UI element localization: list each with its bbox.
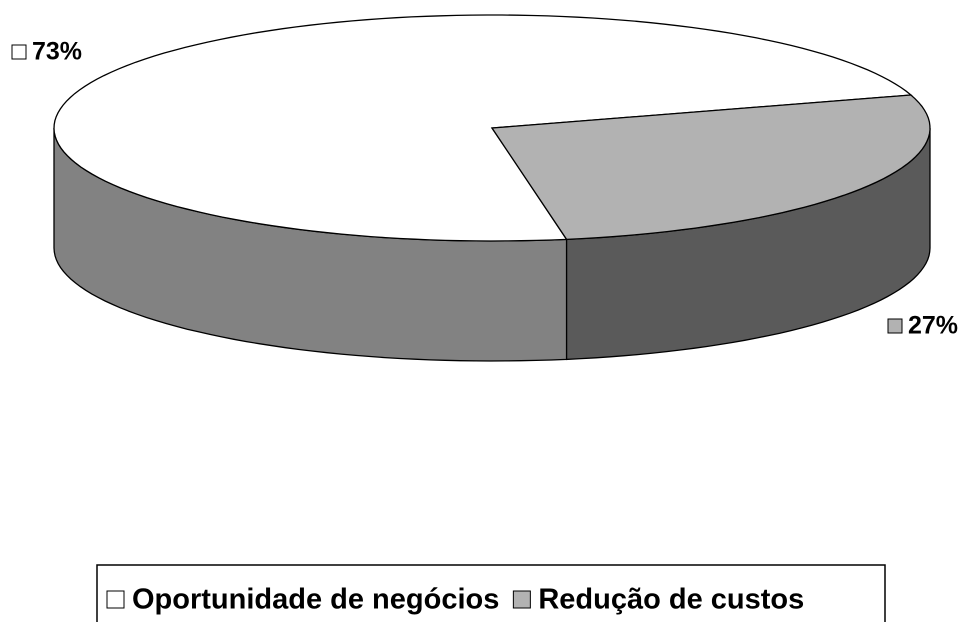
- pie-slice: [53, 14, 913, 242]
- data-label: 27%: [908, 312, 958, 340]
- legend-swatch: [106, 590, 125, 609]
- legend-box: [96, 564, 886, 622]
- legend-label: Oportunidade de negócios: [132, 584, 499, 616]
- pie-slice: [490, 94, 931, 241]
- label-swatch: [11, 44, 27, 60]
- label-swatch: [887, 318, 903, 334]
- legend-swatch: [512, 590, 531, 609]
- data-labels: 73% 27%: [11, 38, 958, 340]
- pie: [53, 14, 931, 362]
- legend-label: Redução de custos: [538, 584, 804, 616]
- data-label: 73%: [32, 38, 82, 66]
- legend: Oportunidade de negócios Redução de custo…: [106, 584, 804, 616]
